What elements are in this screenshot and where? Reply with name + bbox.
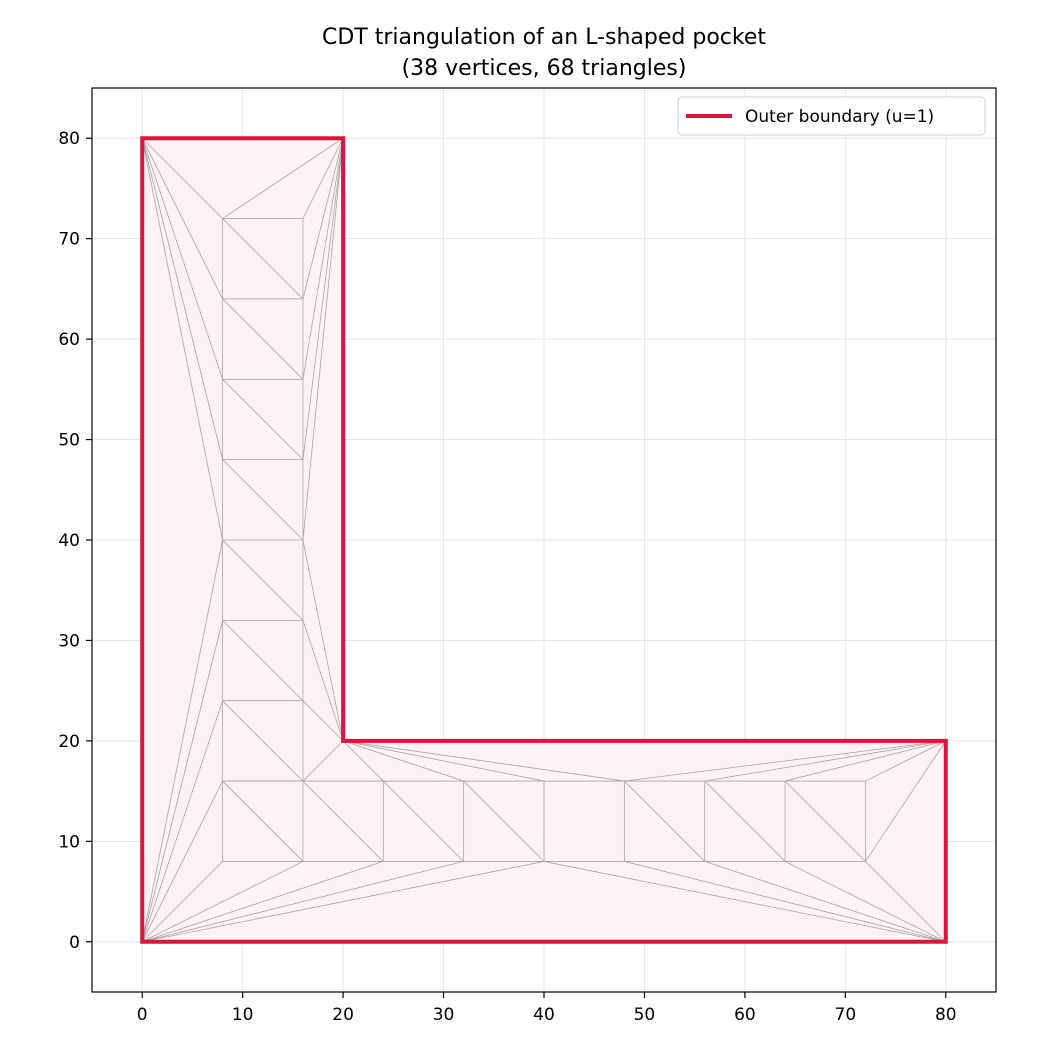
x-tick-label: 0 <box>137 1005 148 1025</box>
mesh-edge <box>302 620 344 742</box>
y-tick-label: 10 <box>58 832 80 852</box>
x-tick-label: 10 <box>232 1005 254 1025</box>
x-tick-label: 80 <box>935 1005 957 1025</box>
mesh-edge <box>141 861 223 943</box>
legend-box <box>677 96 986 136</box>
mesh-edge <box>624 780 705 862</box>
mesh-edge <box>784 861 946 943</box>
mesh-edge <box>222 700 304 782</box>
y-tick-label: 60 <box>58 330 80 350</box>
x-tick-label: 60 <box>734 1005 756 1025</box>
mesh-edge <box>704 740 946 782</box>
triangulation-mesh <box>141 137 947 943</box>
mesh-edge <box>543 861 946 943</box>
mesh-edge <box>222 459 304 541</box>
y-tick-label: 40 <box>58 531 80 551</box>
mesh-edge <box>865 861 947 943</box>
mesh-edge <box>865 740 947 862</box>
mesh-edge <box>865 740 946 782</box>
mesh-edge <box>302 138 344 541</box>
mesh-edge <box>302 138 344 460</box>
mesh-edge <box>141 137 223 219</box>
mesh-edge <box>704 780 786 862</box>
mesh-edge <box>142 861 384 943</box>
y-axis-ticks: 0 10 20 30 40 50 60 70 80 <box>58 129 92 953</box>
mesh-edge <box>624 740 946 782</box>
x-axis-ticks: 0 10 20 30 40 50 60 70 80 <box>137 992 957 1025</box>
y-tick-label: 50 <box>58 431 80 451</box>
mesh-edge <box>141 780 223 942</box>
mesh-edge <box>222 539 304 621</box>
mesh-edge <box>141 138 223 380</box>
mesh-edge <box>141 138 223 541</box>
mesh-edge <box>141 138 223 300</box>
y-tick-label: 0 <box>69 933 80 953</box>
mesh-edge <box>222 620 304 701</box>
mesh-edge <box>342 740 384 782</box>
mesh-edge <box>302 539 344 741</box>
x-tick-label: 50 <box>634 1005 656 1025</box>
outer-boundary-line <box>140 136 948 944</box>
mesh-edge <box>784 740 946 782</box>
mesh-edge <box>141 620 223 942</box>
y-tick-label: 70 <box>58 230 80 250</box>
mesh-edge <box>624 861 946 943</box>
mesh-edge <box>141 539 223 942</box>
legend: Outer boundary (u=1) <box>677 96 986 136</box>
mesh-edge <box>222 137 344 219</box>
mesh-edge <box>463 780 545 862</box>
mesh-edge <box>302 138 344 219</box>
mesh-edge <box>302 138 344 380</box>
y-tick-label: 20 <box>58 732 80 752</box>
mesh-edge <box>222 218 304 300</box>
mesh-edge <box>222 298 304 380</box>
y-tick-label: 80 <box>58 129 80 149</box>
mesh-edge <box>302 138 344 300</box>
x-tick-label: 70 <box>835 1005 857 1025</box>
mesh-edge <box>784 780 866 862</box>
mesh-edge <box>343 740 545 782</box>
mesh-edge <box>343 740 625 782</box>
mesh-edge <box>302 780 384 862</box>
y-tick-label: 30 <box>58 631 80 651</box>
mesh-edge <box>142 861 304 943</box>
chart-subtitle: (38 vertices, 68 triangles) <box>402 56 687 81</box>
mesh-edge <box>302 740 344 782</box>
mesh-edge <box>302 700 344 742</box>
mesh-edge <box>141 138 223 460</box>
mesh-edge <box>222 379 304 460</box>
mesh-edge <box>142 861 464 943</box>
x-tick-label: 30 <box>433 1005 455 1025</box>
legend-label-outer-boundary: Outer boundary (u=1) <box>745 107 934 127</box>
mesh-edge <box>342 740 464 782</box>
outer-boundary <box>140 136 948 944</box>
x-tick-label: 20 <box>332 1005 354 1025</box>
mesh-edge <box>142 861 545 943</box>
x-tick-label: 40 <box>533 1005 555 1025</box>
mesh-edge <box>222 780 304 862</box>
mesh-edge <box>141 700 223 942</box>
mesh-edge <box>383 780 464 862</box>
mesh-edge <box>704 861 946 943</box>
chart-title: CDT triangulation of an L-shaped pocket <box>322 25 766 50</box>
